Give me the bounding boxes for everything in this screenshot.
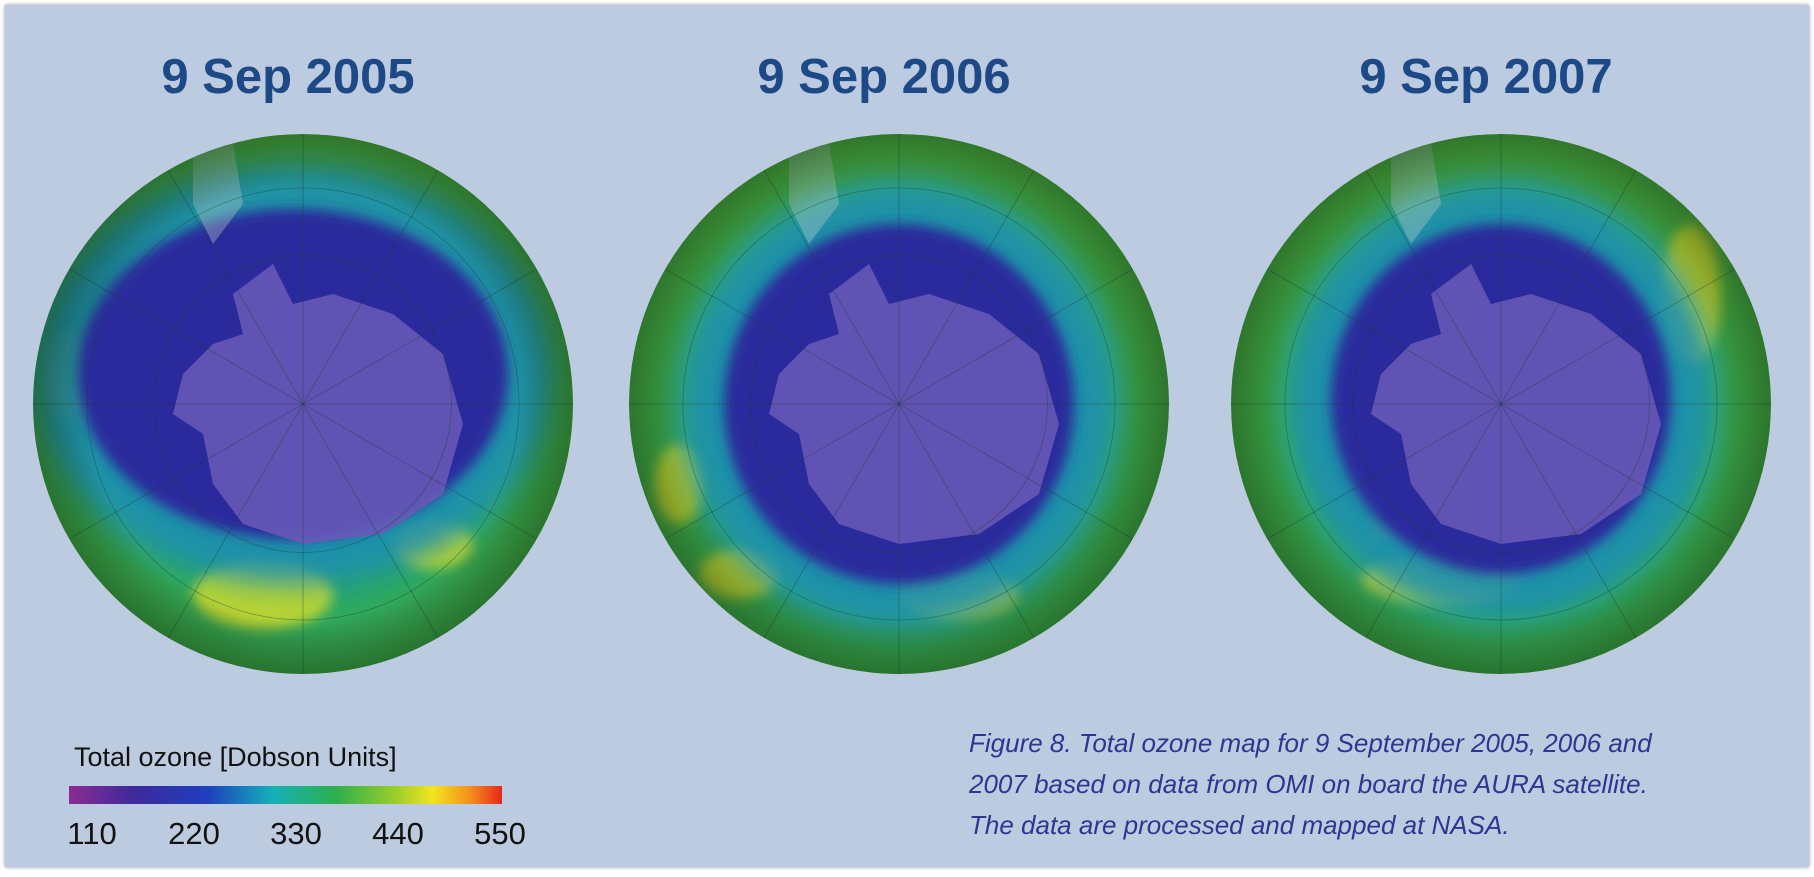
caption-line: 2007 based on data from OMI on board the… xyxy=(968,769,1648,799)
legend-tick-label: 440 xyxy=(372,816,424,851)
panel-title: 9 Sep 2005 xyxy=(161,50,414,104)
legend-tick-label: 330 xyxy=(270,816,322,851)
legend-tick-label: 550 xyxy=(474,816,526,851)
globe-body xyxy=(33,134,573,674)
caption-line: The data are processed and mapped at NAS… xyxy=(969,810,1510,840)
legend-tick-label: 220 xyxy=(168,816,220,851)
panel-title: 9 Sep 2006 xyxy=(757,50,1010,104)
ozone-globe xyxy=(629,134,1169,674)
globe-rim xyxy=(629,134,1169,674)
legend-ticks: 110 220 330 440 550 xyxy=(67,816,526,851)
color-bar xyxy=(69,786,502,804)
legend-tick-label: 110 xyxy=(67,816,116,851)
panel-title: 9 Sep 2007 xyxy=(1359,50,1612,104)
caption-line: Figure 8. Total ozone map for 9 Septembe… xyxy=(969,728,1653,758)
globe-body xyxy=(1231,134,1771,674)
legend-title: Total ozone [Dobson Units] xyxy=(74,742,397,772)
figure-canvas: Total ozone [Dobson Units] 110 220 330 440 5… xyxy=(33,50,1771,851)
globe-rim xyxy=(1231,134,1771,674)
caption: Figure 8. Total ozone map for 9 Septembe… xyxy=(968,728,1653,840)
ozone-maps xyxy=(33,134,1771,674)
ozone-globe xyxy=(1231,134,1771,674)
ozone-globe xyxy=(33,134,573,674)
figure: Total ozone [Dobson Units] 110 220 330 440 5… xyxy=(5,5,1809,867)
globe-body xyxy=(629,134,1169,674)
globe-rim xyxy=(33,134,573,674)
